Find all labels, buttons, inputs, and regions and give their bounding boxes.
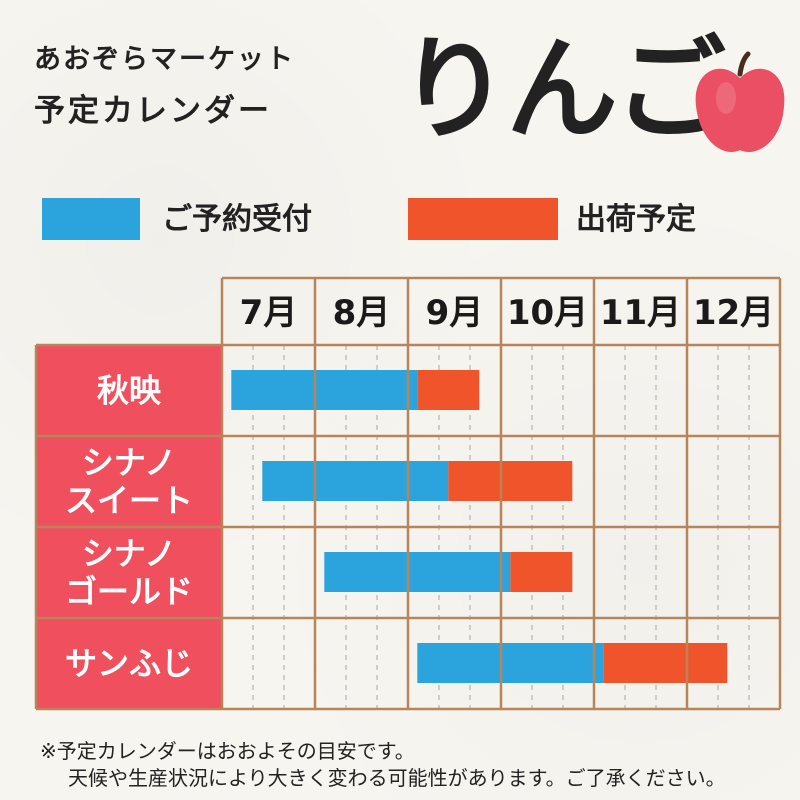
- month-header: 10月: [507, 293, 588, 333]
- row-label-cell: [36, 527, 222, 618]
- header-subtitle: あおぞらマーケット 予定カレンダー: [34, 42, 295, 132]
- ship-bar: [510, 552, 573, 592]
- ship-bar: [417, 370, 480, 410]
- reserve-bar: [417, 643, 604, 683]
- row-label-cell: [36, 345, 222, 436]
- month-header: 8月: [333, 293, 391, 333]
- footnote: ※予定カレンダーはおおよその目安です。 天候や生産状況により大きく変わる可能性が…: [40, 738, 726, 792]
- ship-bar: [603, 643, 728, 683]
- legend-label-ship: 出荷予定: [576, 202, 696, 237]
- legend-swatch-ship: [408, 198, 558, 240]
- legend-swatch-reserve: [42, 198, 140, 240]
- page-title: りんご: [398, 25, 726, 155]
- month-header: 7月: [240, 293, 298, 333]
- reserve-bar: [262, 461, 449, 501]
- reserve-bar: [324, 552, 511, 592]
- reserve-bar: [231, 370, 418, 410]
- calendar-label: 予定カレンダー: [34, 93, 272, 129]
- footnote-line-2: 天候や生産状況により大きく変わる可能性があります。ご了承ください。: [68, 766, 726, 790]
- month-header: 11月: [600, 293, 681, 333]
- ship-bar: [448, 461, 573, 501]
- footnote-line-1: ※予定カレンダーはおおよその目安です。: [40, 739, 415, 763]
- market-name: あおぞらマーケット: [34, 44, 295, 75]
- row-label: シナノゴールド: [65, 535, 193, 611]
- row-label-cell: [36, 618, 222, 709]
- row-label: サンふじ: [65, 645, 193, 683]
- legend-label-reserve: ご予約受付: [162, 202, 312, 237]
- row-label: 秋映: [97, 372, 161, 410]
- month-header: 9月: [426, 293, 484, 333]
- month-header: 12月: [693, 293, 774, 333]
- row-label: シナノスイート: [65, 444, 193, 520]
- row-label-cell: [36, 436, 222, 527]
- apple-icon: [695, 51, 785, 153]
